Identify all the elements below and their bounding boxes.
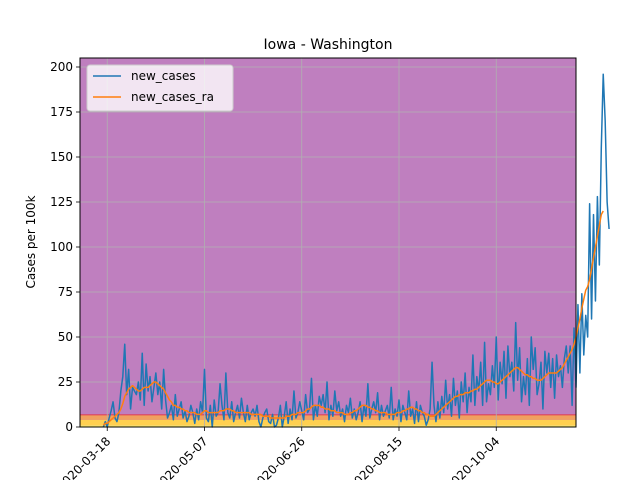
legend-box	[86, 64, 234, 112]
series-line-new-cases-ra	[102, 210, 604, 426]
chart-title: Iowa - Washington	[264, 37, 393, 53]
legend-label-new-cases: new_cases	[131, 69, 196, 83]
threshold-band-1	[80, 419, 576, 426]
y-tick-label: 50	[58, 330, 73, 344]
y-tick-label: 200	[50, 60, 73, 74]
y-axis-ticks: 0 25 50 75 100 125 150 175 200	[50, 60, 80, 434]
y-axis-label: Cases per 100k	[24, 195, 38, 288]
y-tick-label: 150	[50, 150, 73, 164]
x-tick-label: 2020-06-26	[249, 434, 308, 480]
threshold-band-2	[80, 414, 576, 420]
x-tick-label: 2020-03-18	[54, 434, 113, 480]
y-tick-label: 0	[65, 420, 73, 434]
y-tick-label: 100	[50, 240, 73, 254]
x-tick-label: 2020-10-04	[443, 434, 502, 480]
legend-label-new-cases-ra: new_cases_ra	[131, 90, 214, 104]
plot-background	[80, 58, 576, 427]
threshold-band-0	[80, 425, 576, 427]
y-tick-label: 75	[58, 285, 73, 299]
x-tick-label: 2020-08-15	[346, 434, 405, 480]
x-tick-label: 2020-05-07	[151, 434, 210, 480]
series-lines	[102, 73, 610, 428]
y-tick-label: 125	[50, 195, 73, 209]
series-line-new-cases	[102, 73, 610, 428]
y-tick-label: 175	[50, 105, 73, 119]
legend: new_cases new_cases_ra	[86, 64, 234, 112]
y-tick-label: 25	[58, 375, 73, 389]
plot-frame	[79, 57, 577, 428]
x-axis-ticks: 2020-03-18 2020-05-07 2020-06-26 2020-08-15…	[54, 427, 502, 480]
threshold-bands	[80, 414, 576, 427]
